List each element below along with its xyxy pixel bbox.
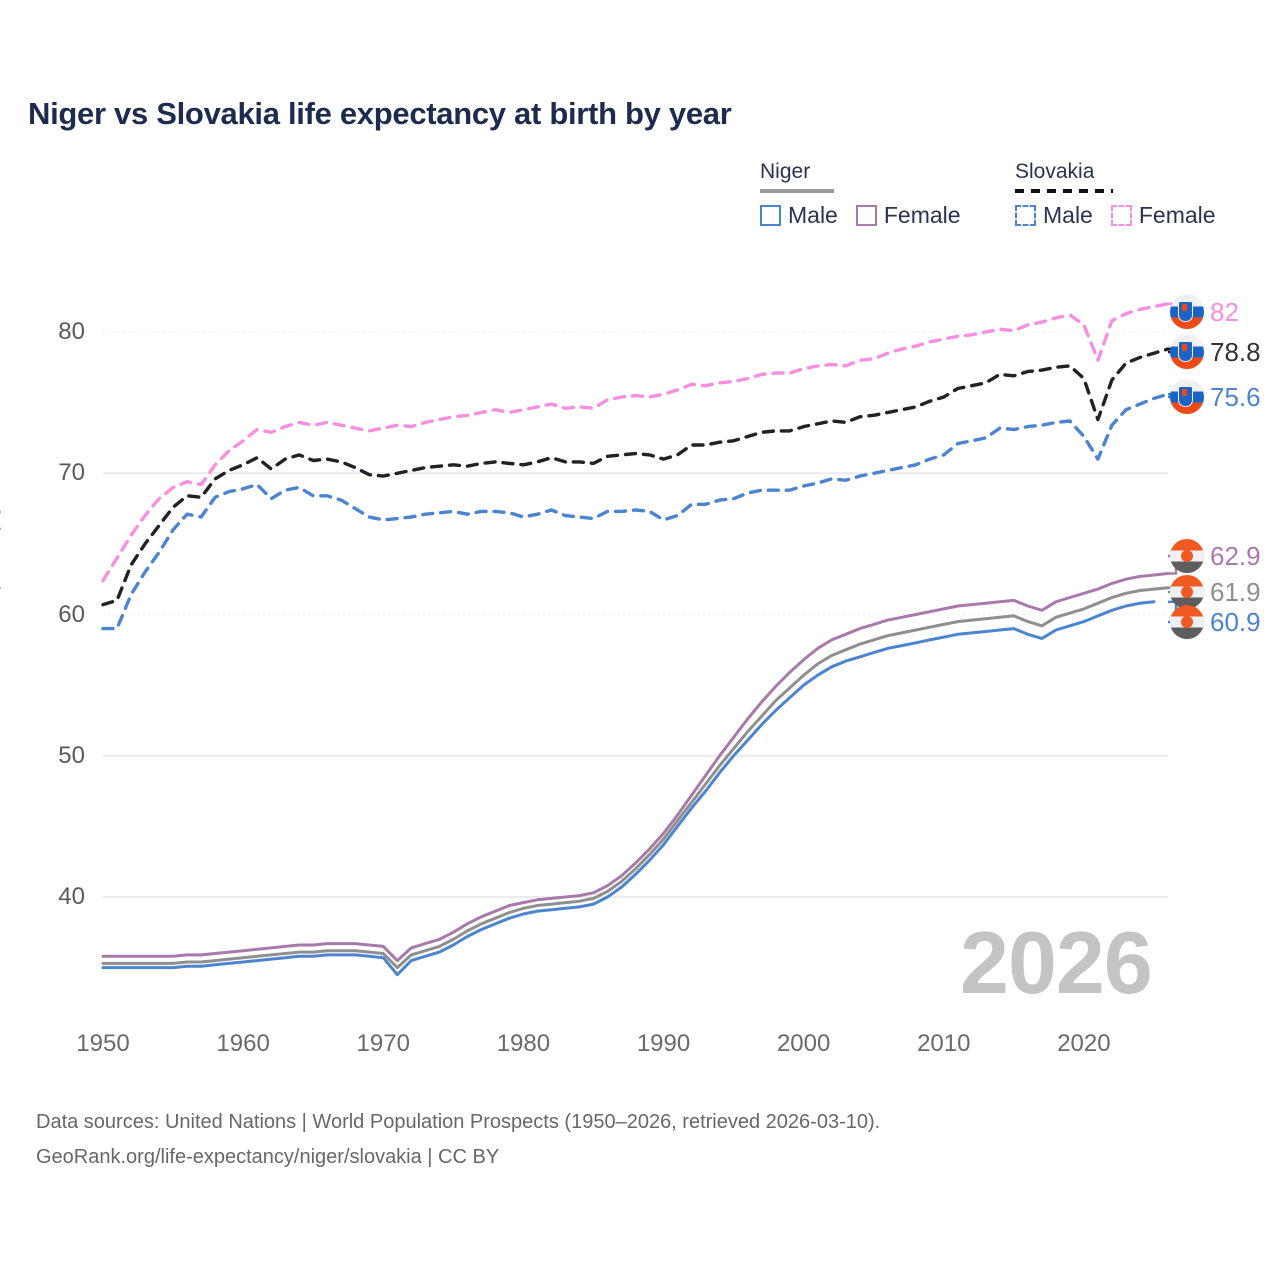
niger-sun-icon: [1181, 616, 1193, 628]
end-value-slovakia-total: 78.8: [1210, 337, 1261, 367]
legend-label-niger-male: Male: [788, 202, 838, 228]
legend-rule-slovakia: [1015, 189, 1113, 193]
year-watermark: 2026: [960, 913, 1153, 1012]
legend-country-slovakia: Slovakia: [1015, 160, 1095, 183]
legend: Niger Male Female Slovakia Male: [760, 160, 1260, 240]
legend-label-slovakia-female: Female: [1138, 202, 1216, 228]
end-label-slovakia-female: 82: [1170, 295, 1239, 329]
legend-rule-niger: [760, 189, 834, 193]
niger-flag-icon: [1170, 539, 1204, 573]
niger-sun-icon: [1181, 550, 1193, 562]
legend-swatch-slovakia-female: [1110, 205, 1132, 226]
series-line-slovakia-male: [101, 392, 1170, 631]
x-tick-1970: 1970: [356, 1030, 410, 1057]
x-tick-2010: 2010: [917, 1030, 971, 1057]
end-value-slovakia-female: 82: [1210, 297, 1239, 327]
series-line-niger-female: [101, 572, 1170, 963]
y-tick-50: 50: [58, 741, 85, 769]
niger-flag-icon: [1170, 605, 1204, 639]
legend-label-niger-female: Female: [883, 202, 961, 228]
legend-item-niger-male[interactable]: Male: [760, 202, 838, 229]
x-tick-1980: 1980: [496, 1030, 551, 1057]
x-tick-1950: 1950: [76, 1030, 130, 1057]
end-value-slovakia-male: 75.6: [1210, 382, 1261, 412]
end-label-niger-total: 61.9: [1170, 575, 1261, 609]
legend-label-slovakia-male: Male: [1043, 202, 1093, 228]
niger-flag-icon: [1170, 575, 1204, 609]
footer-line-2: GeoRank.org/life-expectancy/niger/slovak…: [36, 1146, 500, 1168]
end-label-niger-male: 60.9: [1170, 605, 1261, 639]
footer-line-1: Data sources: United Nations | World Pop…: [36, 1111, 881, 1133]
niger-sun-icon: [1181, 586, 1193, 598]
end-label-slovakia-male: 75.6: [1170, 380, 1261, 414]
y-tick-40: 40: [58, 883, 85, 910]
legend-country-niger: Niger: [760, 160, 811, 183]
y-tick-70: 70: [58, 459, 85, 487]
legend-item-slovakia-female[interactable]: Female: [1110, 202, 1216, 229]
footer: Data sources: United Nations | World Pop…: [36, 1105, 880, 1175]
legend-item-slovakia-male[interactable]: Male: [1015, 202, 1093, 229]
end-value-niger-female: 62.9: [1210, 541, 1261, 571]
x-tick-2000: 2000: [776, 1030, 831, 1057]
slovakia-shield-icon: [1178, 301, 1193, 322]
legend-swatch-niger-female: [855, 205, 877, 226]
legend-swatch-slovakia-male: [1015, 205, 1036, 226]
legend-group-niger: Niger Male Female: [760, 160, 961, 229]
y-tick-80: 80: [58, 318, 85, 345]
page-title: Niger vs Slovakia life expectancy at bir…: [28, 96, 732, 131]
end-value-niger-male: 60.9: [1210, 607, 1261, 637]
x-tick-2020: 2020: [1057, 1030, 1111, 1057]
series-line-slovakia-total: [101, 347, 1170, 607]
x-tick-1960: 1960: [216, 1030, 270, 1057]
slovakia-shield-icon: [1178, 341, 1193, 362]
series-line-niger-total: [101, 586, 1170, 970]
end-label-slovakia-total: 78.8: [1170, 335, 1261, 369]
legend-swatch-niger-male: [760, 205, 781, 226]
series-line-slovakia-female: [101, 302, 1170, 583]
y-tick-60: 60: [58, 600, 85, 628]
end-label-niger-female: 62.9: [1170, 539, 1261, 573]
slovakia-shield-icon: [1178, 386, 1193, 407]
slovakia-flag-icon: [1170, 380, 1204, 414]
end-value-niger-total: 61.9: [1210, 577, 1261, 607]
slovakia-flag-icon: [1170, 295, 1204, 329]
legend-group-slovakia: Slovakia Male Female: [1015, 160, 1216, 229]
legend-item-niger-female[interactable]: Female: [855, 202, 961, 229]
x-tick-1990: 1990: [636, 1030, 691, 1057]
slovakia-flag-icon: [1170, 335, 1204, 369]
y-axis-label: Life expectancy, years: [0, 472, 2, 640]
